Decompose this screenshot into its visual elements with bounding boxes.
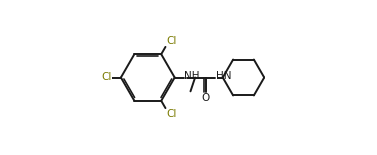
Text: O: O [201, 93, 210, 104]
Text: Cl: Cl [101, 73, 112, 82]
Text: Cl: Cl [166, 36, 176, 46]
Text: HN: HN [216, 71, 231, 81]
Text: NH: NH [184, 71, 200, 81]
Text: Cl: Cl [166, 109, 176, 119]
